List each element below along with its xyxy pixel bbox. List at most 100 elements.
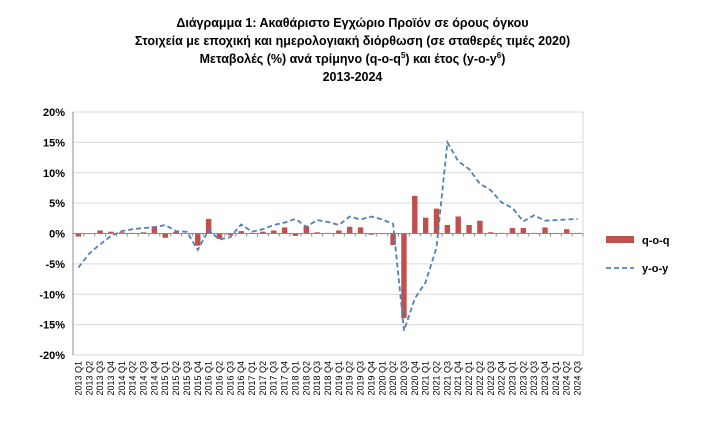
chart-period: 2013-2024 bbox=[322, 70, 383, 84]
y-tick-label: -15% bbox=[39, 320, 65, 332]
footnote-6: 6 bbox=[496, 50, 502, 60]
bar-qoq bbox=[444, 224, 451, 234]
chart-subtitle: Στοιχεία με εποχική και ημερολογιακή διό… bbox=[134, 34, 571, 48]
bar-qoq bbox=[292, 233, 299, 236]
x-tick-label: 2020 Q3 bbox=[399, 361, 409, 396]
bar-qoq bbox=[238, 231, 244, 234]
subtitle-part-1: Μεταβολές (%) ανά τρίμηνο (q-o-q bbox=[199, 52, 401, 66]
y-tick-label: 15% bbox=[43, 137, 65, 149]
bar-qoq bbox=[357, 227, 364, 234]
y-tick-label: 0% bbox=[49, 229, 65, 241]
bar-qoq bbox=[303, 226, 310, 234]
x-tick-label: 2021 Q3 bbox=[442, 361, 452, 396]
y-tick-label: 5% bbox=[49, 198, 65, 210]
x-tick-label: 2016 Q1 bbox=[204, 361, 214, 396]
x-tick-label: 2018 Q2 bbox=[301, 361, 311, 396]
x-tick-label: 2018 Q1 bbox=[290, 361, 300, 396]
bar-qoq bbox=[173, 231, 179, 234]
bar-qoq bbox=[466, 224, 472, 234]
bar-qoq bbox=[401, 233, 407, 318]
x-tick-label: 2021 Q1 bbox=[421, 361, 431, 396]
x-tick-label: 2018 Q3 bbox=[312, 361, 322, 396]
bar-qoq bbox=[281, 227, 288, 234]
x-tick-label: 2020 Q2 bbox=[388, 361, 398, 396]
x-tick-label: 2017 Q2 bbox=[258, 361, 268, 396]
x-tick-label: 2014 Q3 bbox=[139, 361, 149, 396]
y-tick-label: 20% bbox=[43, 107, 65, 119]
bar-qoq bbox=[119, 232, 125, 234]
bar-qoq bbox=[108, 231, 114, 234]
x-tick-label: 2015 Q3 bbox=[182, 361, 192, 396]
bar-qoq bbox=[195, 233, 201, 246]
x-tick-label: 2021 Q2 bbox=[432, 361, 442, 396]
x-tick-label: 2022 Q4 bbox=[497, 361, 507, 396]
x-tick-label: 2022 Q1 bbox=[464, 361, 474, 396]
x-tick-label: 2014 Q1 bbox=[117, 361, 127, 396]
y-tick-label: -5% bbox=[45, 259, 65, 271]
x-tick-label: 2013 Q4 bbox=[106, 361, 116, 396]
bar-qoq bbox=[542, 227, 548, 234]
x-tick-label: 2015 Q2 bbox=[171, 361, 181, 396]
bar-qoq bbox=[216, 233, 223, 239]
bar-qoq bbox=[314, 232, 320, 234]
bar-qoq bbox=[97, 230, 103, 234]
x-tick-label: 2020 Q1 bbox=[377, 361, 387, 396]
x-tick-label: 2022 Q3 bbox=[486, 361, 496, 396]
x-tick-label: 2013 Q3 bbox=[95, 361, 105, 396]
x-tick-label: 2024 Q1 bbox=[551, 361, 561, 396]
bar-qoq bbox=[205, 218, 212, 234]
x-tick-label: 2022 Q2 bbox=[475, 361, 485, 396]
x-tick-label: 2021 Q4 bbox=[453, 361, 463, 396]
bar-qoq bbox=[346, 226, 353, 234]
x-tick-label: 2013 Q1 bbox=[73, 361, 83, 396]
bar-qoq bbox=[390, 233, 396, 246]
bar-qoq bbox=[368, 233, 375, 235]
x-tick-label: 2024 Q3 bbox=[573, 361, 583, 396]
x-tick-label: 2013 Q2 bbox=[84, 361, 94, 396]
chart-titles: Διάγραμμα 1: Ακαθάριστο Εγχώριο Προϊόν σ… bbox=[0, 14, 705, 86]
bar-qoq bbox=[140, 232, 147, 234]
line-yoy bbox=[77, 139, 578, 331]
subtitle-part-2: ) και έτος (y-o-y bbox=[405, 52, 497, 66]
bar-qoq bbox=[564, 229, 570, 234]
footnote-5: 5 bbox=[400, 50, 406, 60]
bar-qoq bbox=[477, 220, 483, 234]
x-tick-label: 2014 Q2 bbox=[128, 361, 138, 396]
x-tick-label: 2023 Q2 bbox=[518, 361, 528, 396]
bar-qoq bbox=[488, 232, 494, 234]
bar-qoq bbox=[336, 230, 342, 234]
bar-qoq bbox=[412, 195, 418, 234]
x-tick-label: 2016 Q4 bbox=[236, 361, 246, 396]
bar-qoq bbox=[433, 208, 440, 234]
subtitle-part-3: ) bbox=[501, 52, 506, 66]
x-tick-label: 2016 Q3 bbox=[225, 361, 235, 396]
bar-qoq bbox=[422, 217, 429, 234]
x-tick-label: 2019 Q2 bbox=[345, 361, 355, 396]
x-tick-label: 2017 Q3 bbox=[269, 361, 279, 396]
x-tick-label: 2023 Q1 bbox=[507, 361, 517, 396]
x-tick-label: 2018 Q4 bbox=[323, 361, 333, 396]
bar-qoq bbox=[260, 231, 266, 234]
bar-qoq bbox=[271, 230, 277, 234]
bar-qoq bbox=[162, 233, 168, 238]
x-tick-label: 2023 Q3 bbox=[529, 361, 539, 396]
x-tick-label: 2019 Q4 bbox=[366, 361, 376, 396]
bar-qoq bbox=[520, 228, 527, 234]
bar-qoq bbox=[227, 233, 234, 236]
x-tick-label: 2019 Q3 bbox=[356, 361, 366, 396]
x-tick-label: 2024 Q2 bbox=[562, 361, 572, 396]
y-tick-label: -10% bbox=[39, 289, 65, 301]
bar-qoq bbox=[151, 226, 158, 234]
y-tick-label: -20% bbox=[39, 350, 65, 362]
bar-qoq bbox=[509, 228, 516, 234]
legend-label-qoq: q-o-q bbox=[642, 235, 669, 247]
legend-swatch-qoq bbox=[606, 236, 634, 243]
x-tick-label: 2016 Q2 bbox=[214, 361, 224, 396]
y-tick-label: 10% bbox=[43, 168, 65, 180]
chart-title: Διάγραμμα 1: Ακαθάριστο Εγχώριο Προϊόν σ… bbox=[176, 16, 529, 30]
x-tick-label: 2014 Q4 bbox=[149, 361, 159, 396]
x-tick-label: 2020 Q4 bbox=[410, 361, 420, 396]
x-tick-label: 2015 Q4 bbox=[193, 361, 203, 396]
chart-subtitle-changes: Μεταβολές (%) ανά τρίμηνο (q-o-q5) και έ… bbox=[0, 50, 705, 68]
